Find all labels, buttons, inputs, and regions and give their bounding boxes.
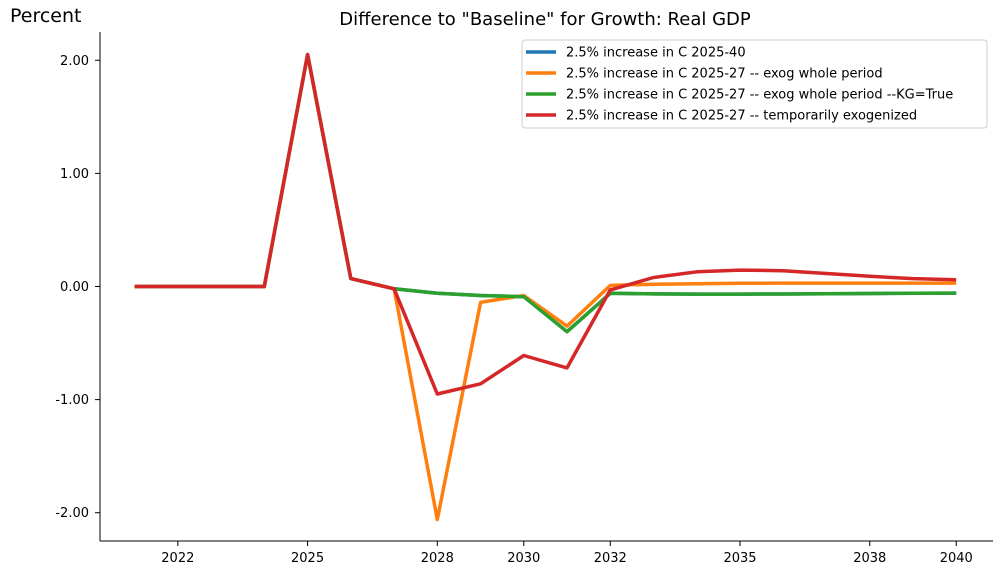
legend-entry-1: 2.5% increase in C 2025-40 — [566, 46, 746, 61]
x-tick-label: 2035 — [723, 551, 756, 566]
y-axis-ticks: 2.00 1.00 0.00 -1.00 -2.00 — [55, 54, 100, 521]
y-tick-label: 1.00 — [60, 167, 89, 182]
x-tick-label: 2032 — [594, 551, 627, 566]
series-layer — [134, 52, 957, 522]
legend-entry-2: 2.5% increase in C 2025-27 -- exog whole… — [566, 67, 883, 82]
x-tick-label: 2038 — [853, 551, 886, 566]
legend-box — [521, 39, 988, 129]
x-axis-ticks: 2022 2025 2028 2030 2032 2035 2038 2040 — [161, 541, 973, 566]
y-tick-label: 0.00 — [60, 280, 89, 295]
plot-area: 2.001.000.00-1.00-2.00 2022 2025 2028 2030 2… — [55, 32, 993, 566]
x-tick-label: 2030 — [507, 551, 540, 566]
legend-entry-4: 2.5% increase in C 2025-27 -- temporaril… — [566, 109, 917, 124]
x-tick-label: 2028 — [421, 551, 454, 566]
y-axis-unit-label: Percent — [10, 5, 82, 27]
series-line-4 — [134, 52, 957, 396]
y-tick-label: 2.00 — [60, 54, 89, 69]
x-tick-label: 2022 — [161, 551, 194, 566]
legend-entry-3: 2.5% increase in C 2025-27 -- exog whole… — [566, 88, 953, 103]
x-tick-label: 2025 — [291, 551, 324, 566]
x-tick-label: 2040 — [940, 551, 973, 566]
y-tick-label: -2.00 — [55, 506, 89, 521]
chart-title: Difference to "Baseline" for Growth: Rea… — [339, 9, 751, 30]
y-tick-label: -1.00 — [55, 393, 89, 408]
legend: 2.5% increase in C 2025-40 2.5% increase … — [521, 39, 988, 129]
